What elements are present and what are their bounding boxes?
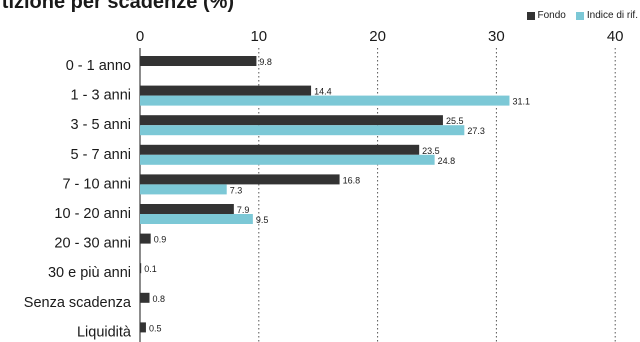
value-label-fondo: 0.1 (144, 264, 157, 274)
category-label: 20 - 30 anni (54, 236, 131, 252)
bar-fondo (140, 322, 146, 333)
legend-swatch-indice (575, 11, 584, 20)
value-label-fondo: 7.9 (237, 205, 250, 215)
value-label-fondo: 0.8 (153, 294, 166, 304)
legend-swatch-fondo (526, 11, 535, 20)
x-tick-label: 20 (369, 28, 386, 45)
bar-fondo (140, 85, 312, 96)
category-label: 10 - 20 anni (54, 206, 131, 222)
value-label-fondo: 0.9 (154, 235, 167, 245)
category-label: 5 - 7 anni (71, 147, 131, 163)
legend-label-indice: Indice di rif. (586, 10, 638, 21)
value-label-indice: 7.3 (230, 185, 243, 195)
value-label-indice: 31.1 (512, 97, 530, 107)
legend-item-indice: Indice di rif. (575, 10, 638, 21)
category-label: 1 - 3 anni (71, 88, 131, 104)
category-label: 7 - 10 anni (62, 176, 131, 192)
bar-fondo (140, 144, 420, 155)
bar-fondo (140, 115, 443, 126)
bar-fondo (140, 56, 257, 66)
bar-indice (140, 95, 510, 106)
chart-title: rtizione per scadenze (%) (0, 0, 235, 13)
value-label-fondo: 14.4 (314, 87, 332, 97)
bar-fondo (140, 233, 151, 244)
bar-indice (140, 154, 435, 165)
bar-fondo (140, 263, 142, 274)
category-label: Senza scadenza (24, 295, 132, 311)
value-label-fondo: 23.5 (422, 146, 440, 156)
bar-fondo (140, 292, 150, 303)
legend-item-fondo: Fondo (526, 10, 566, 21)
bar-indice (140, 184, 227, 195)
value-label-fondo: 0.5 (149, 323, 162, 333)
value-label-indice: 27.3 (467, 126, 485, 136)
value-label-fondo: 16.8 (343, 175, 361, 185)
x-tick-label: 40 (607, 28, 624, 45)
x-tick-label: 30 (488, 28, 505, 45)
value-label-indice: 24.8 (438, 156, 456, 166)
legend-label-fondo: Fondo (537, 10, 566, 21)
category-label: 0 - 1 anno (66, 58, 131, 74)
value-label-fondo: 9.8 (259, 57, 272, 67)
x-tick-label: 0 (136, 28, 144, 45)
value-label-fondo: 25.5 (446, 116, 464, 126)
value-label-indice: 9.5 (256, 215, 269, 225)
category-label: Liquidità (77, 324, 132, 340)
bar-indice (140, 125, 465, 136)
category-label: 3 - 5 anni (71, 117, 131, 133)
bar-fondo (140, 204, 234, 214)
bar-indice (140, 214, 253, 224)
category-label: 30 e più anni (48, 265, 131, 281)
x-tick-label: 10 (250, 28, 267, 45)
chart-legend: Fondo Indice di rif. (526, 10, 638, 21)
bar-fondo (140, 174, 340, 185)
